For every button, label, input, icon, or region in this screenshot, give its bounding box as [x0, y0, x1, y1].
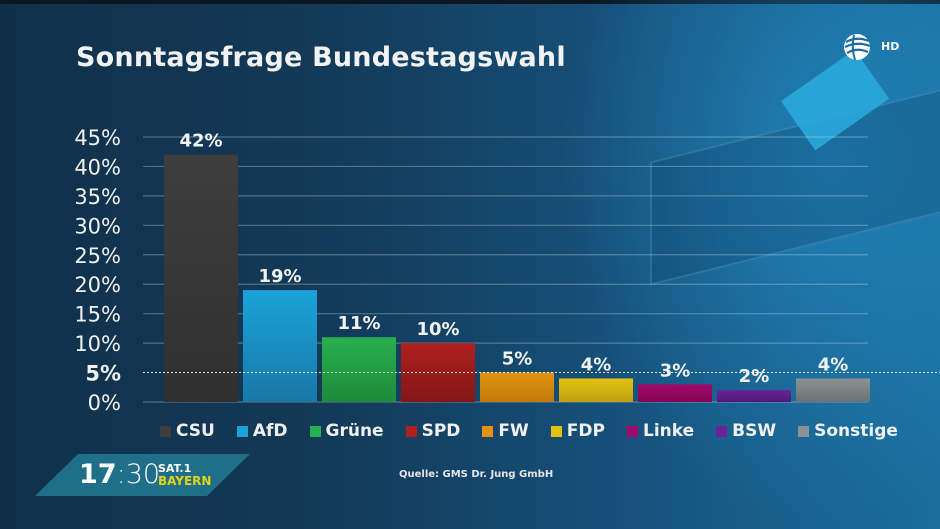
- legend-label: Linke: [642, 421, 695, 441]
- legend-item: CSU: [160, 421, 215, 441]
- clock: 17:30: [79, 459, 160, 490]
- legend-label: AfD: [252, 421, 288, 441]
- bar-grüne: [322, 337, 396, 402]
- y-axis: 0% 5% 10% 15% 20% 25% 30% 35% 40% 45%: [74, 126, 121, 415]
- legend-item: Grüne: [309, 421, 384, 441]
- brand-line-1: SAT.1: [158, 462, 192, 475]
- legend-label: Grüne: [325, 421, 384, 441]
- legend-swatch: [309, 425, 321, 437]
- legend-label: CSU: [176, 421, 215, 441]
- bar-bsw: [717, 390, 791, 402]
- value-label: 19%: [258, 266, 301, 287]
- legend-swatch: [160, 425, 171, 437]
- value-label: 3%: [660, 360, 691, 381]
- value-label: 11%: [337, 313, 380, 334]
- bar-fw: [480, 372, 554, 402]
- value-label: 42%: [179, 131, 222, 152]
- legend-swatch: [550, 425, 562, 437]
- value-labels: 42% 19% 11% 10% 5% 4% 3% 2% 4%: [179, 131, 848, 388]
- legend-swatch: [626, 425, 638, 437]
- legend-item: FDP: [550, 421, 605, 441]
- legend-swatch: [236, 425, 248, 437]
- legend-label: Sonstige: [814, 421, 898, 441]
- value-label: 4%: [818, 354, 849, 375]
- legend: CSU AfD Grüne SPD FW FDP Linke BSW Sonstige: [160, 421, 920, 441]
- bar-fdp: [559, 378, 633, 402]
- legend-item: Linke: [626, 421, 695, 441]
- time-badge: [35, 454, 250, 496]
- clock-minutes: 30: [125, 459, 161, 490]
- value-label: 5%: [502, 349, 533, 370]
- source-note: Quelle: GMS Dr. Jung GmbH: [399, 469, 554, 480]
- legend-item: FW: [482, 421, 529, 441]
- value-label: 10%: [416, 319, 459, 340]
- y-tick-label: 45%: [74, 126, 121, 150]
- y-tick-label: 25%: [74, 244, 121, 268]
- legend-swatch: [405, 425, 417, 437]
- y-tick-label: 15%: [74, 303, 121, 327]
- y-tick-label: 20%: [74, 273, 121, 297]
- legend-swatch: [798, 425, 810, 437]
- legend-swatch: [482, 425, 494, 437]
- value-label: 2%: [739, 366, 770, 387]
- legend-swatch: [716, 425, 728, 437]
- bar-spd: [401, 343, 475, 402]
- chart-title: Sonntagsfrage Bundestagswahl: [76, 42, 566, 73]
- bar-csu: [164, 154, 238, 402]
- y-tick-label: 5%: [85, 362, 121, 386]
- y-tick-label: 10%: [74, 332, 121, 356]
- legend-item: SPD: [405, 421, 461, 441]
- y-tick-label: 30%: [74, 214, 121, 238]
- value-label: 4%: [581, 354, 612, 375]
- y-tick-label: 35%: [74, 185, 121, 209]
- bar-linke: [638, 384, 712, 402]
- bar-sonstige: [796, 378, 870, 402]
- legend-label: FW: [498, 421, 529, 441]
- sat1-ball-logo-icon: [844, 34, 871, 61]
- legend-item: BSW: [716, 421, 776, 441]
- y-tick-label: 0%: [88, 391, 121, 415]
- legend-label: BSW: [732, 421, 777, 441]
- clock-separator: :: [116, 459, 126, 490]
- legend-item: Sonstige: [798, 421, 898, 441]
- bars: [164, 154, 870, 402]
- y-tick-label: 40%: [74, 155, 121, 179]
- clock-hours: 17: [79, 459, 117, 490]
- legend-label: SPD: [421, 421, 461, 441]
- channel-brand: SAT.1 BAYERN: [158, 462, 211, 488]
- brand-line-2: BAYERN: [158, 474, 212, 488]
- legend-item: AfD: [236, 421, 288, 441]
- hd-badge: HD: [881, 40, 900, 53]
- bar-afd: [243, 290, 317, 402]
- top-border: [0, 0, 940, 4]
- legend-label: FDP: [566, 421, 605, 441]
